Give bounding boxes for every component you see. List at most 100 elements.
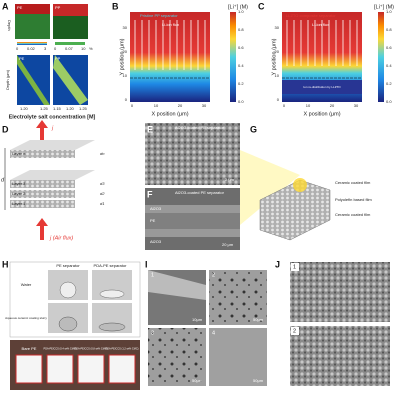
tick: 10 <box>123 73 128 78</box>
highlight <box>293 178 307 192</box>
label: j <box>51 125 54 131</box>
label: Layer 2 <box>12 191 26 196</box>
tick: 0 <box>16 46 19 51</box>
tick: 20 <box>330 103 335 108</box>
tick: 30 <box>123 25 128 30</box>
panel-j: J 1 2 <box>275 259 390 386</box>
panel-ef: E Al2O3-coated PE separator 2 μm F Al2O3… <box>145 123 240 250</box>
tick: 1.0 <box>386 9 392 14</box>
droplet <box>58 316 78 332</box>
sem-image <box>209 328 267 386</box>
arrow <box>36 120 48 140</box>
label: PP <box>55 5 61 10</box>
image <box>15 4 50 14</box>
tick: 0.6 <box>386 45 392 50</box>
tick: 0.4 <box>386 63 392 68</box>
tick: 10 <box>154 103 159 108</box>
sem-image <box>145 123 240 185</box>
row-header: Water <box>21 282 32 287</box>
label: d3 <box>100 181 105 186</box>
tick: 0.0 <box>386 99 392 104</box>
label: PP <box>55 56 61 61</box>
label: Al2O3 <box>150 206 162 211</box>
tile-label: 2 <box>212 272 215 278</box>
sem-image <box>290 326 390 386</box>
sem-image <box>209 270 267 325</box>
scale-bar: 2 μm <box>225 177 235 182</box>
scale-bar: 20 μm <box>222 242 234 247</box>
tick: 10 <box>306 103 311 108</box>
colorbar <box>230 12 236 102</box>
tick: 1.20 <box>20 106 29 111</box>
colorbar <box>17 42 47 45</box>
sample <box>77 354 105 384</box>
panel-i: I 1 2 3 4 10μm 50μm 50μm 50μm <box>145 259 267 386</box>
tile-box <box>291 263 299 271</box>
tick: 1.0 <box>238 9 244 14</box>
tick: 0.0 <box>238 99 244 104</box>
layer <box>10 200 75 208</box>
label: Depth <box>7 20 12 31</box>
tick: 30 <box>275 25 280 30</box>
label: PDA-PE/CCS (0.8 wt% CMC) <box>75 348 108 351</box>
tick: 10 <box>275 73 280 78</box>
panel-c: C LLZTO composite separator Li-ion flux … <box>258 1 394 117</box>
tick: 0.8 <box>386 27 392 32</box>
layer <box>145 205 240 213</box>
zoom <box>240 150 300 225</box>
label: Al2O3 <box>150 239 162 244</box>
tick: 0.2 <box>386 81 392 86</box>
colorbar-title: [Li⁺] (M) <box>228 3 248 10</box>
label: Ion re-distribution by LLZTO <box>303 85 341 89</box>
tile-label: 2 <box>293 328 296 334</box>
row-header: Aqueous ceramic coating slurry <box>5 316 47 320</box>
tick: 1.25 <box>40 106 49 111</box>
label: dn <box>100 151 105 156</box>
scale-bar: 50μm <box>253 317 264 322</box>
label: Polyolefin based film <box>335 197 372 202</box>
label: PE <box>17 5 23 10</box>
panel-b: B Pristine PP separator Li-ion flux Y po… <box>112 1 248 117</box>
tick: 0 <box>125 97 128 102</box>
panel-h: H PE separator PDA-PE separator Water Aq… <box>2 259 141 390</box>
tick: 0 <box>283 103 286 108</box>
sample <box>46 354 74 384</box>
axis-label: X position (μm) <box>303 111 340 117</box>
layer <box>145 213 240 229</box>
label: Al2O3-coated PE separator <box>175 190 225 195</box>
scale-bar: 50μm <box>192 378 203 383</box>
tick: 0.02 <box>27 46 36 51</box>
label: j (Air flux) <box>49 235 73 241</box>
tick: 0.2 <box>238 81 244 86</box>
label: Layer 1 <box>12 201 26 206</box>
scale-bar: 10μm <box>192 317 203 322</box>
colorbar-title: [Li⁺] (M) <box>374 3 394 10</box>
layer <box>282 80 362 94</box>
title: Pristine PP separator <box>140 13 178 18</box>
droplet <box>59 281 77 299</box>
axis-label: Y position (μm) <box>271 38 277 75</box>
label: d <box>1 177 5 183</box>
label: Al2O3-coated PE separator <box>175 125 225 130</box>
label: PE <box>150 218 156 223</box>
tick: 1.25 <box>79 106 88 111</box>
axis-label: Depth (μm) <box>5 69 10 90</box>
panel-label: H <box>2 259 9 269</box>
panel-g: G Ceramic coated film Polyolefin based f… <box>240 124 372 241</box>
layer <box>10 180 75 188</box>
sem-image <box>148 328 206 386</box>
label: Li-ion flux <box>162 22 179 27</box>
tick: 0.8 <box>238 27 244 32</box>
colorbar <box>55 42 85 45</box>
tick: 1.15 <box>53 106 62 111</box>
axis-label: X position (μm) <box>151 111 188 117</box>
tile-box <box>291 327 299 335</box>
colorbar <box>378 12 384 102</box>
label: Ceramic coated film <box>335 180 371 185</box>
tick: 0 <box>277 97 280 102</box>
tick: 0.4 <box>238 63 244 68</box>
label: PDA-PE/CCS (0.4 wt% CMC) <box>44 348 77 351</box>
image <box>53 4 88 16</box>
tick: 0 <box>131 103 134 108</box>
